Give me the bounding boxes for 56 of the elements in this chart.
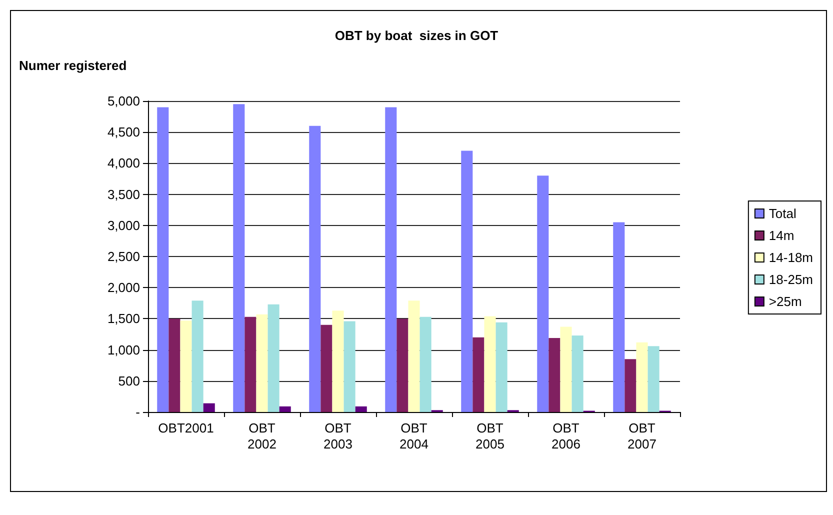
bar bbox=[320, 324, 332, 412]
x-tick-label: OBT 2005 bbox=[476, 420, 504, 452]
y-tick-label: 2,500 bbox=[107, 249, 140, 264]
x-tick-label: OBT 2006 bbox=[552, 420, 580, 452]
bar bbox=[548, 338, 560, 412]
bar bbox=[472, 337, 484, 412]
chart-title: OBT by boat sizes in GOT bbox=[334, 28, 498, 43]
x-tick-label: OBT 2007 bbox=[628, 420, 656, 452]
bar bbox=[256, 314, 268, 412]
bar bbox=[408, 300, 420, 412]
bar bbox=[636, 342, 648, 412]
y-tick-label: 4,000 bbox=[107, 156, 140, 171]
bar bbox=[461, 150, 473, 412]
bar bbox=[624, 359, 636, 412]
y-tick-label: 1,500 bbox=[107, 311, 140, 326]
y-tick-label: 1,000 bbox=[107, 342, 140, 358]
bar bbox=[203, 403, 215, 412]
y-tick-label: 2,000 bbox=[107, 280, 140, 296]
bar bbox=[572, 335, 584, 412]
legend-label: Total bbox=[768, 206, 796, 221]
bar bbox=[279, 406, 291, 412]
bar bbox=[484, 316, 496, 412]
bar bbox=[344, 321, 356, 412]
legend-label: >25m bbox=[768, 294, 802, 309]
bar bbox=[244, 316, 256, 412]
bar bbox=[192, 300, 204, 412]
bar bbox=[233, 104, 245, 412]
bar bbox=[648, 346, 660, 412]
bar bbox=[180, 320, 192, 412]
y-tick-label: 3,500 bbox=[107, 186, 140, 202]
bar bbox=[385, 107, 397, 412]
x-tick-label: OBT 2003 bbox=[324, 420, 352, 452]
y-tick-label: 3,000 bbox=[107, 218, 140, 233]
x-tick-label: OBT 2002 bbox=[248, 420, 276, 452]
bar bbox=[268, 304, 280, 412]
y-axis-title: Numer registered bbox=[19, 58, 127, 73]
legend-label: 14-18m bbox=[768, 250, 813, 265]
y-tick-label: - bbox=[136, 404, 140, 420]
bar bbox=[332, 310, 344, 412]
x-tick-label: OBT2001 bbox=[158, 420, 214, 436]
bar bbox=[537, 176, 549, 412]
bar bbox=[157, 107, 169, 412]
bar bbox=[420, 316, 432, 412]
bar bbox=[355, 406, 367, 412]
bar bbox=[396, 318, 408, 412]
legend-label: 14m bbox=[768, 228, 794, 243]
bar bbox=[168, 318, 180, 412]
legend-label: 18-25m bbox=[768, 272, 813, 287]
y-tick-label: 4,500 bbox=[107, 124, 140, 140]
bar bbox=[613, 222, 625, 412]
y-tick-label: 5,000 bbox=[107, 94, 140, 108]
y-tick-label: 500 bbox=[118, 373, 140, 388]
bar bbox=[309, 126, 321, 412]
bar bbox=[560, 326, 572, 412]
x-tick-label: OBT 2004 bbox=[400, 420, 428, 452]
bar bbox=[496, 322, 508, 412]
